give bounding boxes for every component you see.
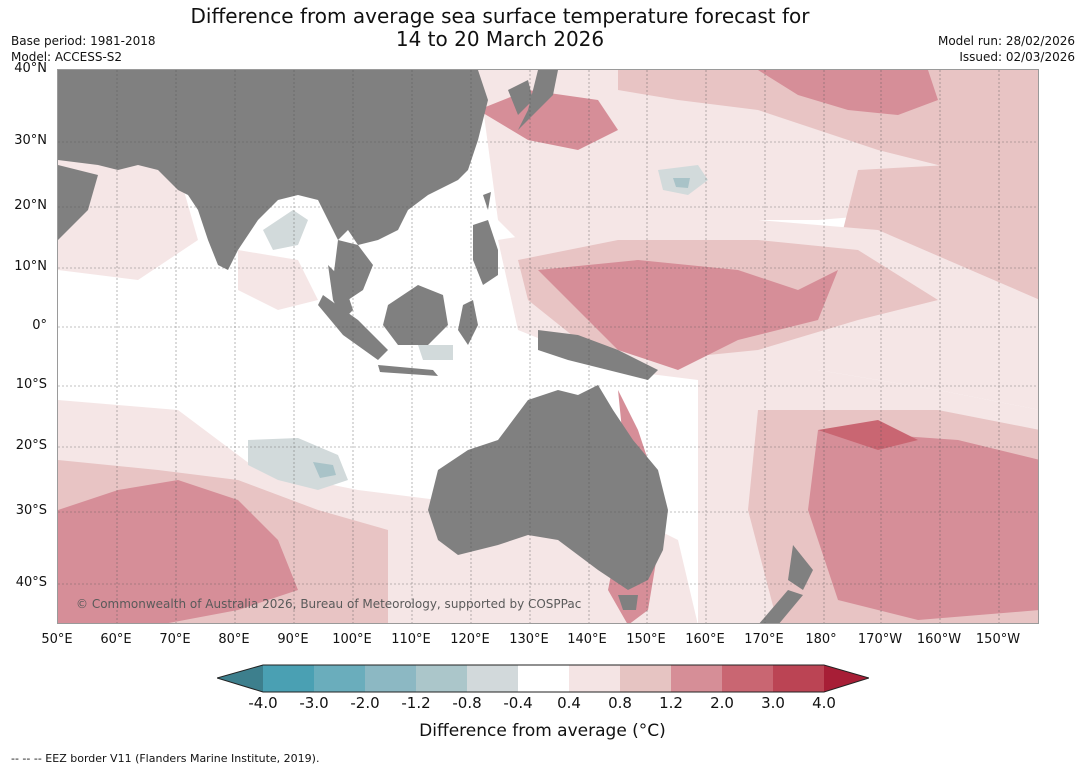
lat-label-10s: 10°S: [15, 377, 47, 392]
land-philippines: [473, 220, 498, 285]
colorbar-tick-9: 1.2: [659, 694, 683, 712]
model-text: Model: ACCESS-S2: [11, 50, 123, 64]
lon-label-160e: 160°E: [685, 632, 725, 647]
colorbar-tick-8: 0.8: [608, 694, 632, 712]
lon-label-110e: 110°E: [391, 632, 431, 647]
land-sulawesi: [458, 300, 478, 345]
colorbar-segment-5: [467, 665, 518, 692]
colorbar-tick-10: 2.0: [710, 694, 734, 712]
land-taiwan: [483, 192, 491, 210]
warm-strong-south-pacific: [808, 430, 1038, 620]
lon-label-180: 180°: [805, 632, 837, 647]
sst-anomaly-map: [57, 69, 1039, 624]
land-australia: [428, 385, 668, 590]
colorbar-segment-1: [263, 665, 314, 692]
lon-label-70e: 70°E: [159, 632, 191, 647]
eez-footnote: -- -- -- EEZ border V11 (Flanders Marine…: [11, 752, 320, 765]
lat-label-30s: 30°S: [15, 503, 47, 518]
colorbar: [217, 664, 869, 693]
colorbar-tick-7: 0.4: [557, 694, 581, 712]
copyright-notice: © Commonwealth of Australia 2026, Bureau…: [76, 597, 582, 611]
land-new-zealand-north: [788, 545, 813, 590]
colorbar-tick-6: -0.4: [503, 694, 533, 712]
colorbar-tick-5: -0.8: [452, 694, 482, 712]
colorbar-label: Difference from average (°C): [419, 721, 666, 741]
title-line-1: Difference from average sea surface temp…: [190, 4, 810, 28]
land-new-zealand-south: [759, 590, 803, 623]
cool-patch-north-pacific-core: [673, 178, 690, 188]
warm-strong-south-indian: [58, 480, 298, 623]
colorbar-segment-8: [620, 665, 671, 692]
colorbar-segment-4: [416, 665, 467, 692]
graticule: [58, 70, 1038, 623]
warm-strong-kuroshio: [478, 90, 618, 150]
warm-stronger-south-pacific: [818, 420, 918, 450]
cool-patch-south-indian-core: [313, 462, 336, 478]
lat-label-20s: 20°S: [15, 438, 47, 453]
lat-label-40n: 40°N: [14, 61, 47, 76]
lon-label-100e: 100°E: [332, 632, 372, 647]
meta-right: Model run: 28/02/2026 Issued: 02/03/2026: [938, 33, 1075, 65]
colorbar-segment-below-min: [217, 665, 263, 692]
issued-text: Issued: 02/03/2026: [959, 50, 1075, 64]
lat-label-30n: 30°N: [14, 133, 47, 148]
land-asia: [58, 70, 488, 270]
colorbar-tick-4: -1.2: [401, 694, 431, 712]
lon-label-140e: 140°E: [567, 632, 607, 647]
land-borneo: [383, 285, 448, 345]
lon-label-170w: 170°W: [857, 632, 903, 647]
colorbar-tick-3: -2.0: [350, 694, 380, 712]
meta-left: Base period: 1981-2018 Model: ACCESS-S2: [11, 33, 156, 65]
map-canvas: [58, 70, 1038, 623]
colorbar-segment-10: [722, 665, 773, 692]
lon-label-80e: 80°E: [218, 632, 250, 647]
warm-strong-north-pacific: [758, 70, 938, 115]
lat-label-equator: 0°: [32, 318, 47, 333]
colorbar-tick-11: 3.0: [761, 694, 785, 712]
land-malay-peninsula: [328, 265, 353, 320]
lon-label-120e: 120°E: [450, 632, 490, 647]
colorbar-outline: [217, 664, 869, 693]
base-period-text: Base period: 1981-2018: [11, 34, 156, 48]
colorbar-segment-above-max: [824, 665, 869, 692]
model-run-text: Model run: 28/02/2026: [937, 34, 1075, 48]
colorbar-tick-12: 4.0: [812, 694, 836, 712]
colorbar-tick-1: -4.0: [248, 694, 278, 712]
cool-patch-bay-of-bengal: [263, 210, 308, 250]
land-korea-japan: [508, 70, 558, 130]
colorbar-segment-9: [671, 665, 722, 692]
lon-label-150e: 150°E: [626, 632, 666, 647]
land-new-guinea: [538, 330, 658, 380]
lon-label-60e: 60°E: [100, 632, 132, 647]
colorbar-segment-7: [569, 665, 620, 692]
lon-label-170e: 170°E: [744, 632, 784, 647]
lat-label-40s: 40°S: [15, 575, 47, 590]
warm-strong-west-pacific: [538, 260, 838, 370]
land-java: [378, 365, 438, 376]
land-tasmania: [618, 595, 638, 610]
lon-label-90e: 90°E: [277, 632, 309, 647]
warm-light-bay-of-bengal: [238, 250, 318, 310]
lon-label-130e: 130°E: [509, 632, 549, 647]
map-title: Difference from average sea surface temp…: [30, 5, 970, 51]
lon-label-50e: 50°E: [41, 632, 73, 647]
colorbar-segment-2: [314, 665, 365, 692]
colorbar-segment-6: [518, 665, 569, 692]
title-line-2: 14 to 20 March 2026: [395, 27, 605, 51]
cool-patch-celebes: [418, 345, 453, 360]
lon-label-150w: 150°W: [975, 632, 1021, 647]
land-arabia: [58, 165, 98, 240]
colorbar-tick-2: -3.0: [299, 694, 329, 712]
lon-label-160w: 160°W: [916, 632, 962, 647]
colorbar-segment-3: [365, 665, 416, 692]
colorbar-segment-11: [773, 665, 824, 692]
lat-label-10n: 10°N: [14, 259, 47, 274]
lat-label-20n: 20°N: [14, 198, 47, 213]
